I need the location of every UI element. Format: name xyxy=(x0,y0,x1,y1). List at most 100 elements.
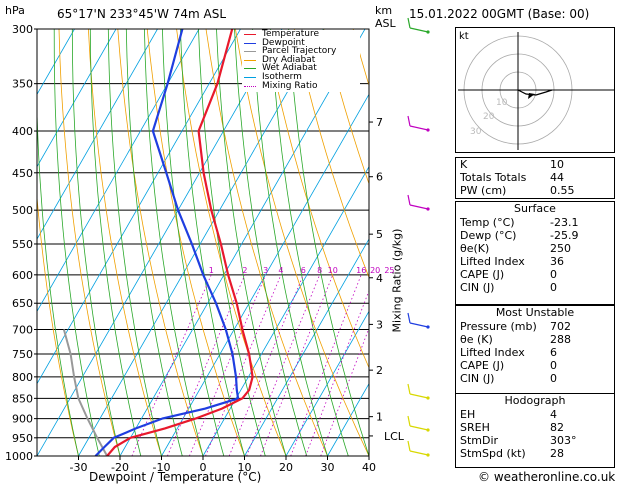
copyright: © weatheronline.co.uk xyxy=(478,470,616,484)
hodograph-ring-label: 30 xyxy=(470,127,482,137)
hodograph-plot: 10 20 30 xyxy=(458,32,614,150)
mixing-ratio-label: 10 xyxy=(328,266,338,275)
legend-swatch xyxy=(244,42,256,44)
isotherm-line xyxy=(161,93,369,456)
mixing-ratio-line xyxy=(260,274,334,456)
lcl-label: LCL xyxy=(384,430,405,443)
pressure-tick-label: 850 xyxy=(12,392,33,405)
wind-barb-flag xyxy=(407,383,411,395)
legend-label: Mixing Ratio xyxy=(262,80,318,91)
wet-adiabat-line xyxy=(180,29,245,456)
pressure-tick-label: 550 xyxy=(12,238,33,251)
table-row: CAPE (J) 0 xyxy=(456,268,614,281)
mixing-ratio-line xyxy=(167,274,246,456)
hodograph-trace xyxy=(517,89,553,96)
isotherm-line xyxy=(78,29,324,456)
x-tick-label: -20 xyxy=(111,461,129,474)
wet-adiabat-line xyxy=(89,29,142,456)
table-row: CAPE (J) 0 xyxy=(456,359,614,372)
wind-barb xyxy=(409,450,429,456)
km-tick-label: 6 xyxy=(376,171,383,184)
mixing-ratio-label: 20 xyxy=(370,266,380,275)
row-label: CAPE (J) xyxy=(460,359,505,372)
legend-label: Dewpoint xyxy=(262,37,305,48)
wind-barb-dot xyxy=(426,428,430,432)
row-value: 0 xyxy=(550,359,557,372)
km-tick-label: 4 xyxy=(376,272,383,285)
mixing-ratio-axis-title: Mixing Ratio (g/kg) xyxy=(390,228,404,333)
isotherm-line xyxy=(37,29,158,240)
x-tick-label: 20 xyxy=(279,461,293,474)
row-label: Temp (°C) xyxy=(460,216,515,229)
row-label: Lifted Index xyxy=(460,346,525,359)
row-value: -25.9 xyxy=(550,229,579,242)
legend: Temperature Dewpoint Parcel Trajectory Dry … xyxy=(242,30,360,92)
legend-swatch xyxy=(244,59,256,61)
mixing-ratio-label: 16 xyxy=(356,266,366,275)
row-value: 250 xyxy=(550,242,571,255)
table-row: Lifted Index 36 xyxy=(456,255,614,268)
isotherm-line xyxy=(202,165,369,456)
hodograph-ring-label: 20 xyxy=(483,112,495,122)
wet-adiabat-line xyxy=(252,29,328,456)
pressure-tick-label: 750 xyxy=(12,348,33,361)
isotherm-line xyxy=(285,310,369,456)
section-title: Surface xyxy=(514,202,556,215)
table-row: Dewp (°C) -25.9 xyxy=(456,229,614,242)
dry-adiabat-line xyxy=(146,29,245,456)
row-label: SREH xyxy=(460,421,490,434)
index-label: K xyxy=(460,158,468,171)
wind-barb xyxy=(409,425,429,431)
row-value: 288 xyxy=(550,333,571,346)
table-row: K 10 xyxy=(456,158,614,171)
wind-barb-dot xyxy=(426,325,430,329)
hodograph-unit-label: kt xyxy=(459,31,469,42)
indices-table: K 10 Totals Totals 44 PW (cm) 0.55 xyxy=(455,157,615,199)
surface-table: Surface Temp (°C) -23.1 Dewp (°C) -25.9 θe… xyxy=(455,201,615,305)
table-row: StmSpd (kt) 28 xyxy=(456,447,614,460)
row-value: 28 xyxy=(550,447,564,460)
mixing-ratio-label: 25 xyxy=(384,266,394,275)
table-row: StmDir 303° xyxy=(456,434,614,447)
isotherm-line xyxy=(244,238,369,456)
index-label: PW (cm) xyxy=(460,184,507,197)
wet-adiabat-line xyxy=(288,29,369,456)
isotherm-line xyxy=(37,29,241,385)
row-value: 303° xyxy=(550,434,577,447)
dry-adiabat-line xyxy=(176,29,287,456)
wind-barb-dot xyxy=(426,453,430,457)
pressure-tick-label: 650 xyxy=(12,297,33,310)
mixing-ratio-label: 1 xyxy=(209,266,214,275)
wind-barb-flag xyxy=(407,17,411,29)
pressure-tick-label: 1000 xyxy=(5,450,33,463)
dewpoint-line xyxy=(94,29,240,456)
wind-barb-dot xyxy=(426,30,430,34)
wind-barb xyxy=(409,27,429,33)
hodograph-ring-label: 10 xyxy=(496,98,508,108)
row-label: StmDir xyxy=(460,434,499,447)
storm-motion-arrow xyxy=(528,93,535,99)
x-tick-label: -30 xyxy=(70,461,88,474)
table-row: CIN (J) 0 xyxy=(456,372,614,385)
wet-adiabat-line xyxy=(234,29,308,456)
table-row: SREH 82 xyxy=(456,421,614,434)
row-value: 36 xyxy=(550,255,564,268)
mixing-ratio-label: 3 xyxy=(263,266,268,275)
hodograph-panel: kt 10 20 30 xyxy=(455,27,615,153)
row-value: 702 xyxy=(550,320,571,333)
row-value: 0 xyxy=(550,281,557,294)
legend-swatch xyxy=(244,51,256,53)
legend-label: Wet Adiabat xyxy=(262,63,317,74)
dry-adiabat-line xyxy=(235,29,369,456)
wet-adiabat-line xyxy=(107,29,162,456)
wind-barb-flag xyxy=(407,312,411,324)
parcel-trajectory-line xyxy=(62,329,108,456)
index-label: Totals Totals xyxy=(460,171,527,184)
legend-swatch xyxy=(244,68,256,70)
wind-barb xyxy=(409,204,429,210)
wet-adiabat-line xyxy=(71,29,121,456)
most-unstable-table: Most Unstable Pressure (mb) 702 θe (K) 288… xyxy=(455,305,615,395)
pressure-tick-label: 300 xyxy=(12,23,33,36)
km-unit: km xyxy=(375,4,393,17)
row-value: 82 xyxy=(550,421,564,434)
